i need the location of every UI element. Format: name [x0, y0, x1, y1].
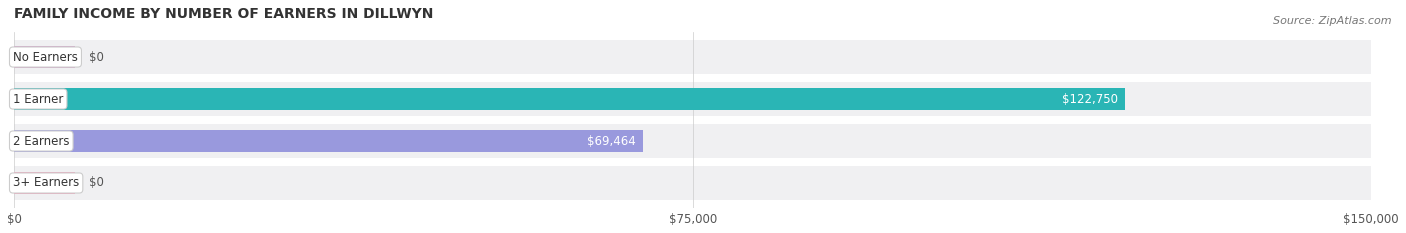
Text: $0: $0: [89, 177, 104, 189]
Text: 2 Earners: 2 Earners: [13, 134, 69, 147]
Bar: [14, 172, 76, 194]
Text: $122,750: $122,750: [1062, 93, 1118, 106]
Text: No Earners: No Earners: [13, 51, 77, 64]
Bar: [14, 124, 1371, 158]
Text: $0: $0: [89, 51, 104, 64]
Bar: [14, 82, 1371, 116]
Bar: [14, 130, 643, 152]
Bar: [14, 166, 1371, 200]
Text: 3+ Earners: 3+ Earners: [13, 177, 79, 189]
Bar: [14, 88, 1125, 110]
Bar: [14, 40, 1371, 74]
Text: 1 Earner: 1 Earner: [13, 93, 63, 106]
Bar: [14, 46, 76, 68]
Text: Source: ZipAtlas.com: Source: ZipAtlas.com: [1274, 16, 1392, 26]
Text: FAMILY INCOME BY NUMBER OF EARNERS IN DILLWYN: FAMILY INCOME BY NUMBER OF EARNERS IN DI…: [14, 7, 434, 21]
Text: $69,464: $69,464: [588, 134, 636, 147]
